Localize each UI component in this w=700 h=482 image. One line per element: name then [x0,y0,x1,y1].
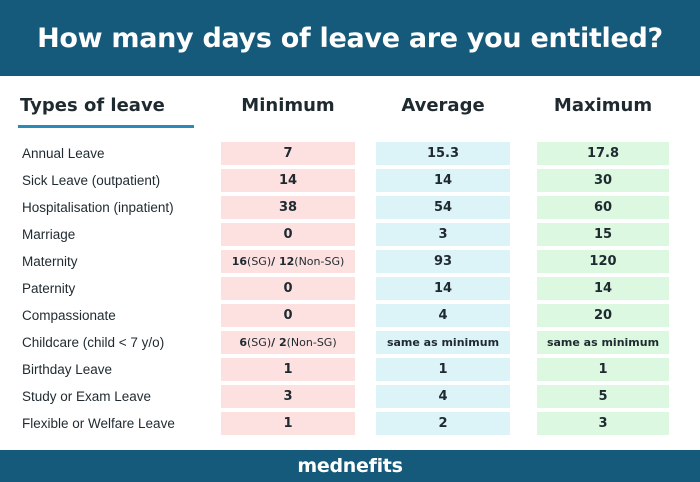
cell-minimum: 3 [221,385,355,408]
row-label: Maternity [22,254,78,269]
cell-maximum: 30 [537,169,669,192]
cell-average: 15.3 [376,142,510,165]
footer-banner: mednefits [0,450,700,482]
cell-minimum: 1 [221,358,355,381]
cell-maximum: 14 [537,277,669,300]
cell-minimum: 7 [221,142,355,165]
cell-average: 2 [376,412,510,435]
row-label: Marriage [22,227,76,242]
cell-maximum: 15 [537,223,669,246]
cell-minimum: 14 [221,169,355,192]
mednefits-logo: mednefits [297,455,403,477]
row-label: Study or Exam Leave [22,389,152,404]
column-header-maximum: Maximum [553,94,653,116]
column-header-average: Average [401,94,485,116]
cell-maximum: same as minimum [537,331,669,354]
cell-minimum: 0 [221,223,355,246]
page-title: How many days of leave are you entitled? [37,22,663,54]
row-label: Paternity [22,281,76,296]
cell-minimum: 0 [221,277,355,300]
cell-minimum: 38 [221,196,355,219]
cell-average: 4 [376,385,510,408]
cell-maximum: 1 [537,358,669,381]
row-label: Annual Leave [22,146,105,161]
cell-average: 93 [376,250,510,273]
cell-maximum: 120 [537,250,669,273]
row-label: Sick Leave (outpatient) [22,173,161,188]
cell-maximum: 60 [537,196,669,219]
row-label: Childcare (child < 7 y/o) [22,335,165,350]
cell-minimum: 16 (SG) / 12 (Non-SG) [221,250,355,273]
cell-average: 14 [376,277,510,300]
column-header-minimum: Minimum [241,94,335,116]
row-label: Birthday Leave [22,362,113,377]
cell-maximum: 17.8 [537,142,669,165]
row-label: Hospitalisation (inpatient) [22,200,174,215]
cell-average: same as minimum [376,331,510,354]
column-header-type: Types of leave [20,94,165,116]
cell-minimum: 6 (SG) / 2 (Non-SG) [221,331,355,354]
row-label: Flexible or Welfare Leave [22,416,175,431]
cell-maximum: 3 [537,412,669,435]
header-underline [18,125,194,128]
title-banner: How many days of leave are you entitled? [0,0,700,76]
cell-maximum: 5 [537,385,669,408]
cell-average: 54 [376,196,510,219]
cell-minimum: 0 [221,304,355,327]
cell-average: 1 [376,358,510,381]
cell-average: 3 [376,223,510,246]
row-label: Compassionate [22,308,116,323]
cell-average: 14 [376,169,510,192]
cell-minimum: 1 [221,412,355,435]
cell-average: 4 [376,304,510,327]
cell-maximum: 20 [537,304,669,327]
